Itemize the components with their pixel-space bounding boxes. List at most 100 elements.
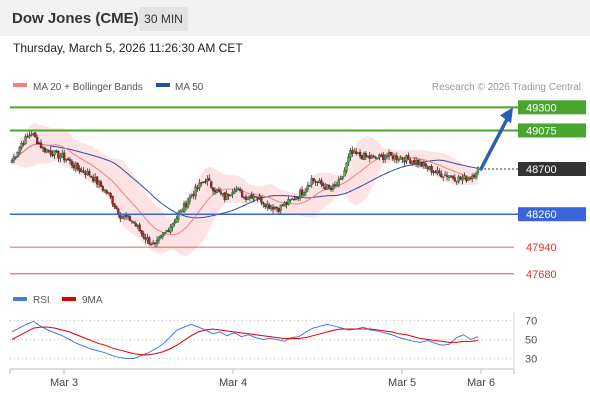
- ma50-legend-swatch: [156, 83, 170, 87]
- candle-body: [14, 156, 18, 158]
- candle-body: [467, 178, 470, 181]
- candle-body: [92, 177, 95, 182]
- candle-body: [264, 204, 267, 207]
- candle-body: [418, 161, 422, 165]
- x-tick-label: Mar 6: [467, 377, 495, 389]
- candle-body: [362, 152, 366, 160]
- pivot-label: 48260: [526, 209, 557, 221]
- candle-body: [66, 158, 70, 161]
- candle-body: [88, 171, 91, 176]
- candle-body: [182, 203, 186, 213]
- candle-body: [181, 210, 184, 213]
- candle-body: [74, 163, 77, 169]
- candle-body: [179, 210, 182, 214]
- candle-body: [63, 152, 66, 161]
- candle-body: [144, 237, 147, 240]
- candle-body: [28, 135, 31, 138]
- candle-body: [329, 188, 333, 190]
- ma20-legend-label: MA 20 + Bollinger Bands: [33, 82, 143, 93]
- candle-body: [229, 194, 232, 197]
- candle-body: [47, 150, 50, 152]
- candle-body: [395, 155, 398, 160]
- ma20-legend-swatch: [13, 83, 27, 87]
- candle-body: [461, 178, 464, 181]
- candle-body: [121, 216, 124, 219]
- candle-body: [374, 156, 377, 159]
- candle-body: [326, 184, 329, 190]
- timeframe-badge[interactable]: 30 MIN: [139, 7, 188, 31]
- candle-body: [80, 170, 83, 172]
- candle-body: [327, 184, 331, 188]
- candle-body: [331, 184, 335, 190]
- candle-body: [26, 136, 29, 138]
- candle-body: [297, 197, 300, 199]
- candle-body: [370, 156, 373, 159]
- last-price-label: 48700: [526, 164, 557, 176]
- candle-body: [41, 147, 45, 149]
- candle-body: [380, 155, 383, 157]
- candle-body: [76, 163, 79, 170]
- candle-body: [384, 156, 387, 160]
- candle-body: [432, 171, 435, 173]
- candle-body: [101, 186, 105, 191]
- candle-body: [105, 190, 108, 194]
- candle-body: [186, 201, 190, 208]
- candle-body: [310, 178, 313, 185]
- candle-body: [72, 165, 76, 169]
- candle-body: [136, 225, 139, 227]
- candle-body: [443, 174, 447, 176]
- candle-body: [339, 178, 342, 180]
- candle-body: [337, 179, 340, 187]
- candle-body: [239, 189, 242, 191]
- candle-body: [82, 170, 85, 173]
- candle-body: [438, 171, 441, 174]
- candle-body: [378, 154, 381, 158]
- candle-body: [428, 166, 431, 170]
- candle-body: [376, 158, 379, 160]
- candle-body: [260, 196, 263, 203]
- candle-body: [254, 196, 257, 198]
- candle-body: [202, 181, 205, 183]
- candle-body: [341, 176, 344, 179]
- candle-body: [159, 235, 163, 238]
- candle-body: [208, 178, 211, 181]
- candle-body: [171, 223, 174, 228]
- candle-body: [430, 165, 433, 173]
- candle-body: [115, 205, 118, 209]
- candle-body: [217, 189, 221, 192]
- candle-body: [49, 150, 52, 155]
- candle-body: [382, 154, 385, 160]
- candle-body: [250, 194, 253, 199]
- candle-body: [122, 215, 126, 218]
- ma9-legend-swatch: [62, 297, 76, 301]
- candle-body: [455, 180, 458, 183]
- candle-body: [403, 160, 406, 163]
- candle-body: [256, 197, 259, 199]
- candle-body: [32, 133, 35, 135]
- candle-body: [268, 204, 271, 209]
- x-tick-label: Mar 4: [219, 377, 247, 389]
- candle-body: [387, 152, 391, 157]
- candle-body: [314, 181, 317, 183]
- resistance-label-bg: [518, 123, 586, 138]
- forecast-arrow-head: [500, 107, 513, 124]
- resistance-label-bg: [518, 100, 586, 115]
- rsi-line: [11, 320, 479, 359]
- candle-body: [163, 232, 166, 234]
- forecast-arrow-shaft: [479, 115, 510, 171]
- candle-body: [409, 159, 412, 164]
- candle-body: [126, 215, 130, 218]
- candle-body: [134, 223, 137, 227]
- candle-body: [221, 193, 224, 195]
- candle-body: [10, 160, 14, 164]
- candle-body: [157, 237, 161, 241]
- candle-body: [279, 204, 282, 211]
- candle-body: [469, 177, 472, 180]
- candle-body: [165, 230, 168, 233]
- x-tick-label: Mar 3: [50, 377, 78, 389]
- candle-body: [204, 181, 207, 183]
- candle-body: [59, 156, 62, 159]
- candle-body: [22, 143, 25, 145]
- x-axis: Mar 3 Mar 4 Mar 5 Mar 6: [9, 369, 515, 389]
